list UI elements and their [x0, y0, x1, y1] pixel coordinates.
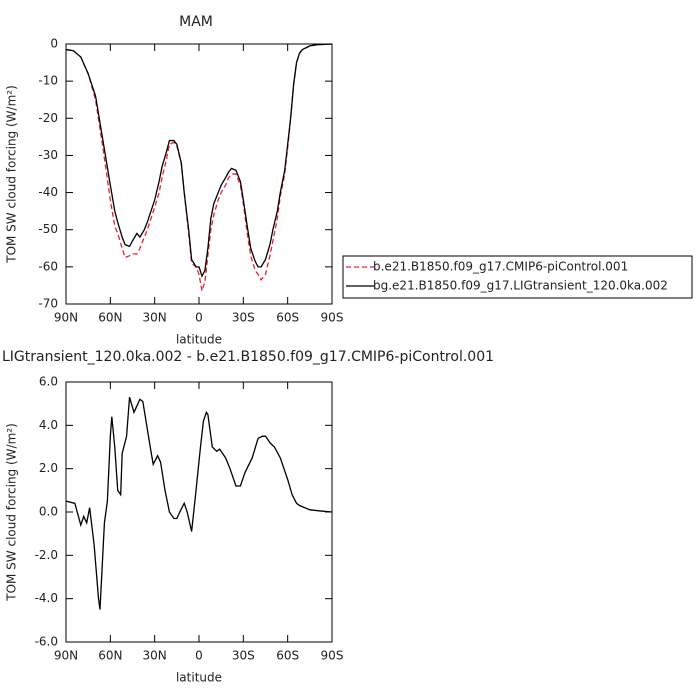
y-tick-label: -6.0 — [35, 635, 58, 649]
y-axis-label: TOM SW cloud forcing (W/m²) — [5, 423, 19, 602]
x-tick-label: 90N — [54, 649, 78, 663]
y-tick-label: 0.0 — [39, 505, 58, 519]
legend-label: bg.e21.B1850.f09_g17.LIGtransient_120.0k… — [373, 279, 668, 293]
data-line — [65, 396, 333, 610]
y-tick-label: -40 — [38, 185, 58, 199]
y-tick-label: -30 — [38, 148, 58, 162]
y-tick-label: -2.0 — [35, 548, 58, 562]
y-tick-label: -50 — [38, 222, 58, 236]
plot-area: MAM latitude TOM SW cloud forcing (W/m²) 0 -… — [5, 14, 693, 347]
data-line — [65, 43, 333, 292]
x-tick-label: 90N — [54, 311, 78, 325]
y-tick-label: -70 — [38, 297, 58, 311]
x-tick-label: 60N — [98, 311, 122, 325]
data-line — [65, 43, 333, 278]
x-tick-label: 60N — [98, 649, 122, 663]
legend-box — [342, 255, 693, 299]
y-tick-label: -60 — [38, 259, 58, 273]
x-tick-label: 60S — [276, 311, 299, 325]
chart-title: LIGtransient_120.0ka.002 - b.e21.B1850.f… — [2, 349, 494, 365]
x-axis-label: latitude — [176, 671, 222, 685]
x-tick-label: 30S — [232, 649, 255, 663]
x-tick-label: 30N — [143, 311, 167, 325]
x-axis-label: latitude — [176, 333, 222, 347]
x-tick-label: 30S — [232, 311, 255, 325]
x-tick-label: 0 — [195, 649, 203, 663]
chart-title: MAM — [179, 14, 213, 30]
plot-area: LIGtransient_120.0ka.002 - b.e21.B1850.f… — [2, 349, 494, 685]
x-tick-label: 90S — [321, 649, 344, 663]
y-tick-label: 2.0 — [39, 461, 58, 475]
y-tick-label: 0 — [50, 37, 58, 51]
y-tick-label: 4.0 — [39, 418, 58, 432]
y-tick-label: -10 — [38, 74, 58, 88]
y-axis-label: TOM SW cloud forcing (W/m²) — [5, 85, 19, 264]
x-tick-label: 0 — [195, 311, 203, 325]
legend-label: b.e21.B1850.f09_g17.CMIP6-piControl.001 — [373, 260, 628, 274]
axes-frame — [65, 43, 333, 305]
x-tick-label: 30N — [143, 649, 167, 663]
y-tick-label: 6.0 — [39, 375, 58, 389]
x-tick-label: 90S — [321, 311, 344, 325]
x-tick-label: 60S — [276, 649, 299, 663]
y-tick-label: -4.0 — [35, 591, 58, 605]
y-tick-label: -20 — [38, 111, 58, 125]
